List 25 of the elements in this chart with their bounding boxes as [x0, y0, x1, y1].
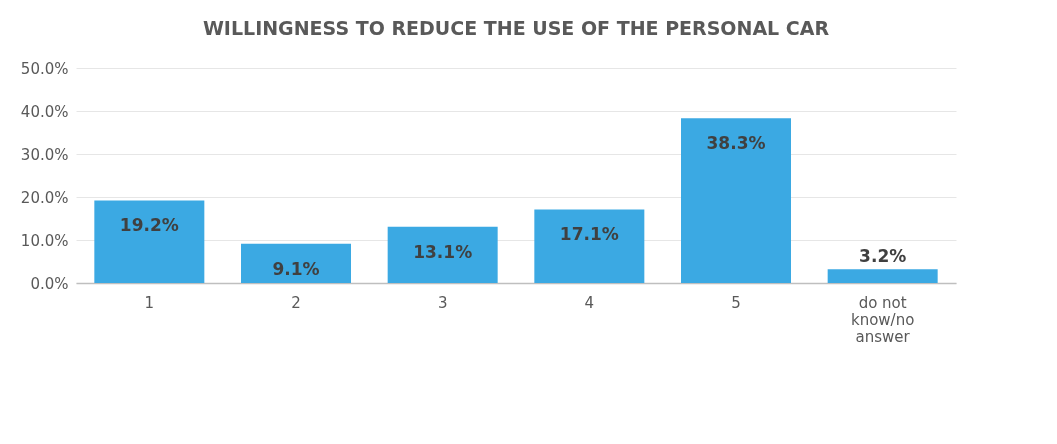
x-tick-label: do not know/no answer	[850, 293, 915, 346]
data-label: 13.1%	[413, 241, 473, 262]
x-tick-label: 3	[437, 293, 448, 312]
bar	[387, 226, 498, 283]
y-tick-label: 50.0%	[20, 59, 69, 78]
chart-title: WILLINGNESS TO REDUCE THE USE OF THE PERSONAL CAR	[202, 17, 830, 39]
y-tick-label: 40.0%	[20, 102, 69, 121]
data-label: 19.2%	[119, 215, 179, 236]
x-tick-label: 2	[291, 293, 301, 312]
bar	[94, 200, 205, 283]
y-tick-label: 10.0%	[20, 231, 69, 250]
y-tick-label: 20.0%	[20, 188, 69, 207]
data-label: 9.1%	[272, 258, 320, 279]
data-label: 3.2%	[859, 246, 907, 267]
bar	[241, 243, 351, 283]
y-tick-label: 30.0%	[20, 145, 69, 164]
x-tick-label: 4	[584, 293, 595, 312]
x-tick-label: 1	[144, 293, 155, 312]
bar	[827, 269, 938, 283]
y-tick-label: 0.0%	[30, 274, 69, 293]
x-tick-label: 5	[731, 293, 741, 312]
data-label: 17.1%	[559, 224, 619, 245]
bar	[681, 118, 791, 283]
bar	[534, 209, 645, 283]
data-label: 38.3%	[706, 133, 766, 154]
